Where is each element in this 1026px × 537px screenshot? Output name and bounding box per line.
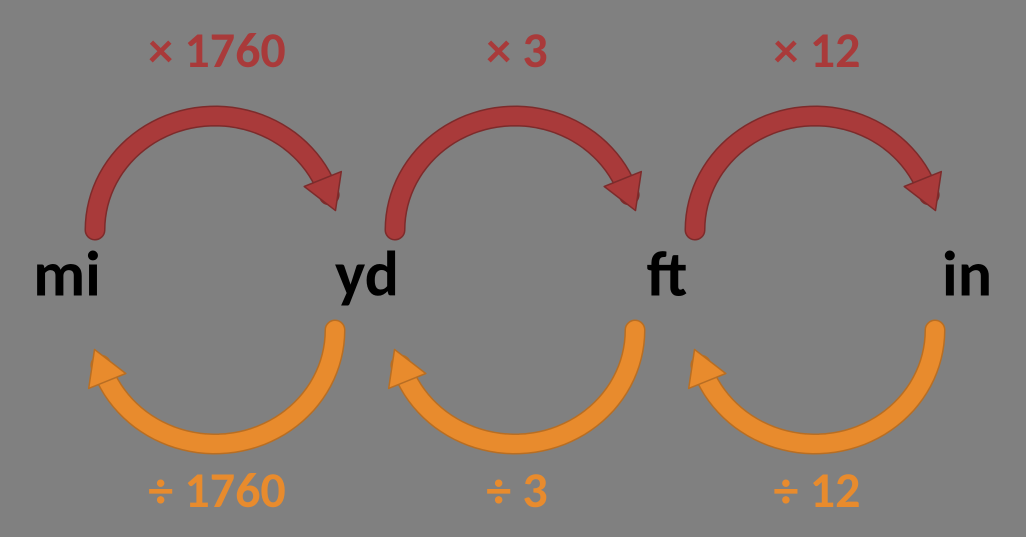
multiply-label-2: × 12 — [774, 20, 861, 81]
multiply-label-0: × 1760 — [148, 20, 286, 81]
divide-label-1: ÷ 3 — [486, 460, 548, 521]
divide-label-2: ÷ 12 — [774, 460, 861, 521]
unit-label-in: in — [942, 236, 992, 314]
multiply-label-1: × 3 — [486, 20, 548, 81]
unit-label-ft: ft — [647, 236, 688, 314]
unit-label-yd: yd — [335, 236, 399, 314]
unit-conversion-diagram: mi yd ft in × 1760 × 3 × 12 ÷ 1760 ÷ 3 ÷ 12 — [0, 0, 1026, 537]
unit-label-mi: mi — [33, 236, 101, 314]
divide-label-0: ÷ 1760 — [148, 460, 286, 521]
